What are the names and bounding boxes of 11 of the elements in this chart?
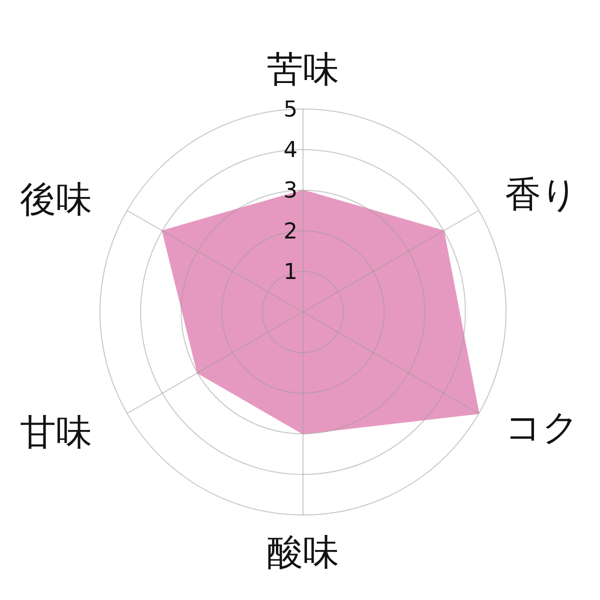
- y-tick-label: 2: [284, 219, 298, 244]
- y-tick-label: 4: [284, 138, 298, 164]
- y-tick-label: 3: [284, 178, 298, 204]
- y-tick-label: 5: [284, 98, 298, 122]
- spoke-label: コク: [505, 408, 580, 449]
- spoke-label: 後味: [20, 179, 92, 220]
- y-tick-label: 1: [284, 260, 298, 285]
- spoke-label: 酸味: [267, 532, 339, 574]
- spoke-label: 甘味: [20, 412, 92, 454]
- spoke-label: 香り: [505, 174, 578, 216]
- spoke-label: 苦味: [267, 49, 339, 90]
